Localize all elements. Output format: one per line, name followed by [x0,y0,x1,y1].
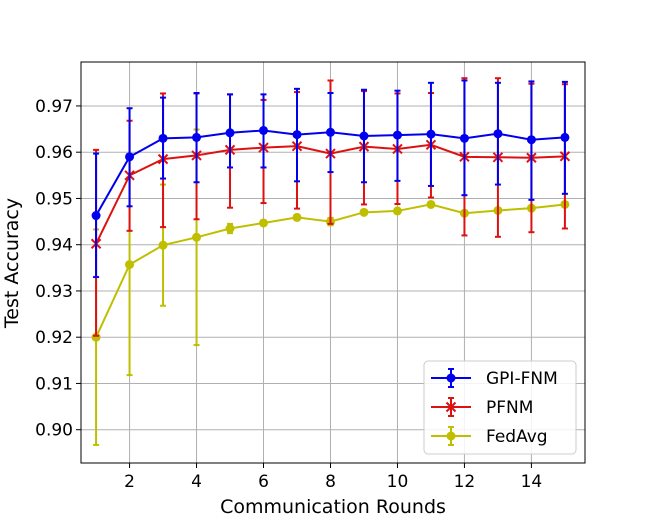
data-point [325,127,335,137]
plot-frame [80,61,586,464]
legend-item-fedavg: FedAvg [431,426,548,447]
data-point [158,240,168,250]
data-point [292,212,302,222]
x-tick-label: 14 [521,472,543,492]
legend-label: FedAvg [486,427,548,447]
y-tick-label: 0.90 [35,421,73,441]
x-tick-label: 4 [191,472,202,492]
data-point [125,152,135,162]
y-axis-ticks: 0.90 0.91 0.92 0.93 0.94 0.95 0.96 0.97 [35,97,81,441]
data-point [91,211,101,221]
data-point [292,130,302,140]
x-tick-label: 10 [387,472,409,492]
y-axis-label: Test Accuracy [1,198,23,329]
data-point [560,132,570,142]
data-point [225,224,235,234]
data-point [359,131,369,141]
y-tick-label: 0.91 [35,374,73,394]
x-tick-label: 2 [124,472,135,492]
y-tick-label: 0.95 [35,189,73,209]
x-axis-label: Communication Rounds [220,496,446,518]
data-point [259,125,269,135]
series-gpi-fnm [91,79,570,279]
data-point [426,199,436,209]
data-point [225,128,235,138]
legend-label: PFNM [486,398,533,418]
data-point [192,232,202,242]
y-tick-label: 0.96 [35,143,73,163]
legend-marker [445,401,457,413]
data-point [392,206,402,216]
legend-box [423,360,577,455]
y-tick-label: 0.93 [35,282,73,302]
data-point [526,135,536,145]
legend: GPI-FNM PFNM FedAvg [423,360,577,455]
x-axis-ticks: 2 4 6 8 10 12 14 [124,463,542,492]
legend-item-pfnm: PFNM [431,397,533,418]
data-point [459,133,469,143]
y-tick-label: 0.97 [35,97,73,117]
legend-item-gpi-fnm: GPI-FNM [431,368,558,389]
data-point [359,207,369,217]
x-tick-label: 6 [258,472,269,492]
plot-series [90,77,571,446]
data-point [259,218,269,228]
legend-marker [446,431,456,441]
x-tick-label: 8 [325,472,336,492]
legend-marker [446,373,456,383]
data-point [125,260,135,270]
data-point [426,129,436,139]
data-point [493,129,503,139]
legend-label: GPI-FNM [486,369,558,389]
data-point [158,133,168,143]
data-point [192,132,202,142]
x-tick-label: 12 [454,472,476,492]
y-tick-label: 0.94 [35,236,73,256]
data-point [392,130,402,140]
y-tick-label: 0.92 [35,328,73,348]
